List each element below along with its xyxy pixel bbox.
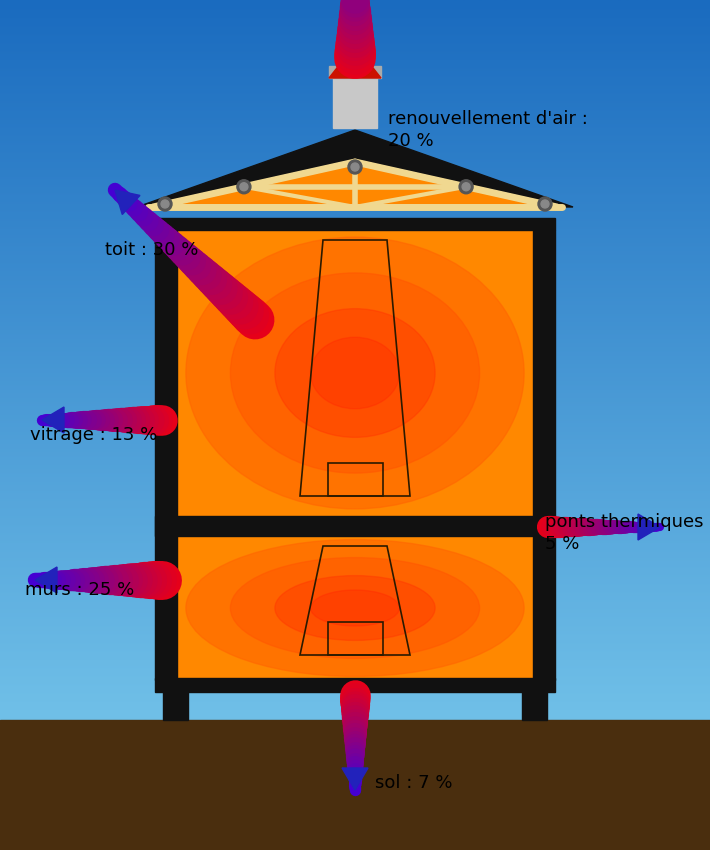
Polygon shape	[342, 768, 368, 790]
Ellipse shape	[310, 590, 400, 626]
Ellipse shape	[275, 575, 435, 640]
Bar	[163, 692, 188, 720]
Bar	[155, 230, 177, 680]
Ellipse shape	[275, 309, 435, 438]
Ellipse shape	[186, 237, 524, 509]
Circle shape	[538, 197, 552, 211]
Polygon shape	[35, 567, 57, 593]
Text: murs : 25 %: murs : 25 %	[25, 581, 134, 599]
Bar	[328, 463, 383, 496]
Circle shape	[541, 200, 549, 208]
Circle shape	[348, 160, 362, 174]
Polygon shape	[137, 130, 573, 207]
Polygon shape	[638, 514, 660, 540]
Polygon shape	[115, 190, 140, 214]
Polygon shape	[153, 162, 557, 207]
Text: renouvellement d'air :
20 %: renouvellement d'air : 20 %	[388, 110, 588, 150]
Bar	[328, 622, 383, 655]
Text: sol : 7 %: sol : 7 %	[375, 774, 452, 792]
Bar	[155, 516, 555, 536]
Text: vitrage : 13 %: vitrage : 13 %	[30, 426, 157, 444]
Circle shape	[237, 179, 251, 194]
Circle shape	[459, 179, 473, 194]
Circle shape	[158, 197, 172, 211]
Bar	[333, 78, 377, 128]
Ellipse shape	[231, 273, 479, 473]
Bar	[533, 230, 555, 680]
Polygon shape	[42, 407, 64, 433]
Ellipse shape	[310, 337, 400, 409]
Bar	[177, 230, 533, 516]
Bar	[522, 692, 547, 720]
Text: toit : 30 %: toit : 30 %	[105, 241, 198, 259]
Circle shape	[351, 163, 359, 171]
Circle shape	[161, 200, 169, 208]
Ellipse shape	[186, 540, 524, 677]
Ellipse shape	[231, 558, 479, 659]
Bar	[0, 720, 710, 850]
Polygon shape	[329, 45, 381, 78]
Bar	[155, 678, 555, 692]
Text: ponts thermiques :
5 %: ponts thermiques : 5 %	[545, 513, 710, 553]
Bar	[155, 218, 555, 230]
Bar	[329, 66, 381, 78]
Circle shape	[462, 183, 470, 190]
Circle shape	[240, 183, 248, 190]
Bar	[177, 536, 533, 680]
